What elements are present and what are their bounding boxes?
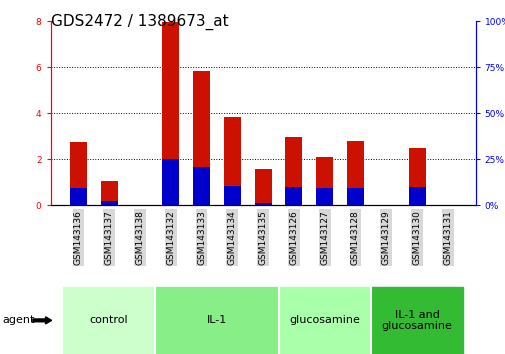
Bar: [285, 137, 302, 205]
Bar: [408, 148, 425, 205]
Bar: [162, 159, 179, 205]
Bar: [316, 188, 332, 205]
Bar: [193, 71, 210, 205]
Bar: [346, 188, 363, 205]
Text: glucosamine: glucosamine: [289, 315, 360, 325]
Bar: [70, 188, 87, 205]
Bar: [408, 187, 425, 205]
Bar: [223, 186, 240, 205]
Bar: [285, 187, 302, 205]
Text: GDS2472 / 1389673_at: GDS2472 / 1389673_at: [50, 14, 228, 30]
Text: control: control: [90, 315, 128, 325]
Bar: [162, 22, 179, 205]
Text: agent: agent: [2, 315, 34, 325]
Bar: [254, 202, 271, 205]
Bar: [346, 141, 363, 205]
Bar: [223, 117, 240, 205]
Bar: [316, 157, 332, 205]
Bar: [254, 169, 271, 205]
Bar: [100, 181, 117, 205]
Text: IL-1: IL-1: [207, 315, 227, 325]
Text: IL-1 and
glucosamine: IL-1 and glucosamine: [381, 309, 451, 331]
Bar: [193, 167, 210, 205]
Bar: [70, 142, 87, 205]
Bar: [100, 201, 117, 205]
